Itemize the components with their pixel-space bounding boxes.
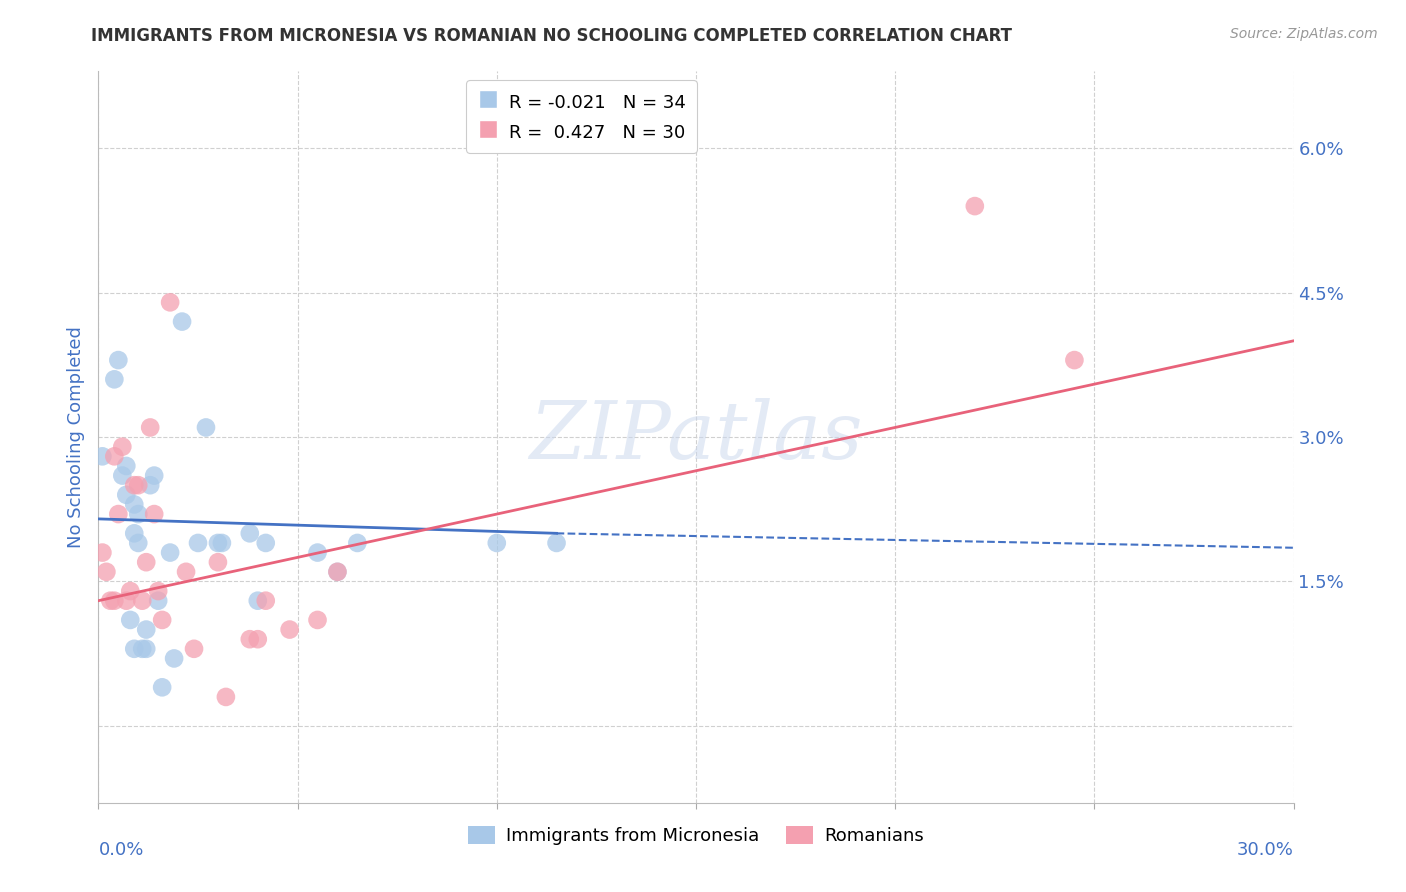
- Point: [148, 593, 170, 607]
- Point: [143, 468, 166, 483]
- Point: [124, 478, 146, 492]
- Point: [254, 593, 277, 607]
- Point: [96, 565, 118, 579]
- Point: [326, 565, 349, 579]
- Text: Source: ZipAtlas.com: Source: ZipAtlas.com: [1230, 27, 1378, 41]
- Point: [135, 641, 157, 656]
- Point: [239, 632, 262, 647]
- Point: [91, 450, 114, 464]
- Point: [172, 315, 194, 329]
- Point: [127, 478, 149, 492]
- Point: [211, 536, 233, 550]
- Point: [546, 536, 568, 550]
- Point: [326, 565, 349, 579]
- Point: [98, 593, 122, 607]
- Point: [246, 632, 269, 647]
- Point: [346, 536, 368, 550]
- Point: [115, 488, 138, 502]
- Point: [139, 420, 162, 434]
- Y-axis label: No Schooling Completed: No Schooling Completed: [66, 326, 84, 548]
- Point: [246, 593, 269, 607]
- Point: [187, 536, 209, 550]
- Legend: Immigrants from Micronesia, Romanians: Immigrants from Micronesia, Romanians: [461, 819, 931, 852]
- Text: 0.0%: 0.0%: [98, 841, 143, 859]
- Point: [120, 584, 142, 599]
- Point: [107, 353, 129, 368]
- Text: ZIPatlas: ZIPatlas: [529, 399, 863, 475]
- Point: [307, 545, 329, 559]
- Point: [131, 641, 153, 656]
- Point: [127, 507, 149, 521]
- Point: [254, 536, 277, 550]
- Point: [207, 555, 229, 569]
- Point: [139, 478, 162, 492]
- Point: [124, 641, 146, 656]
- Point: [485, 536, 508, 550]
- Point: [150, 681, 173, 695]
- Point: [143, 507, 166, 521]
- Text: IMMIGRANTS FROM MICRONESIA VS ROMANIAN NO SCHOOLING COMPLETED CORRELATION CHART: IMMIGRANTS FROM MICRONESIA VS ROMANIAN N…: [91, 27, 1012, 45]
- Point: [103, 372, 125, 386]
- Point: [159, 295, 181, 310]
- Point: [103, 593, 125, 607]
- Text: 30.0%: 30.0%: [1237, 841, 1294, 859]
- Point: [124, 526, 146, 541]
- Point: [103, 450, 125, 464]
- Point: [91, 545, 114, 559]
- Point: [115, 458, 138, 473]
- Point: [163, 651, 186, 665]
- Point: [963, 199, 986, 213]
- Point: [307, 613, 329, 627]
- Point: [135, 555, 157, 569]
- Point: [278, 623, 301, 637]
- Point: [135, 623, 157, 637]
- Point: [159, 545, 181, 559]
- Point: [115, 593, 138, 607]
- Point: [111, 440, 134, 454]
- Point: [111, 468, 134, 483]
- Point: [215, 690, 238, 704]
- Point: [131, 593, 153, 607]
- Point: [120, 613, 142, 627]
- Point: [183, 641, 205, 656]
- Point: [148, 584, 170, 599]
- Point: [150, 613, 173, 627]
- Point: [195, 420, 218, 434]
- Point: [107, 507, 129, 521]
- Point: [127, 536, 149, 550]
- Point: [124, 498, 146, 512]
- Point: [174, 565, 197, 579]
- Point: [1063, 353, 1085, 368]
- Point: [207, 536, 229, 550]
- Point: [239, 526, 262, 541]
